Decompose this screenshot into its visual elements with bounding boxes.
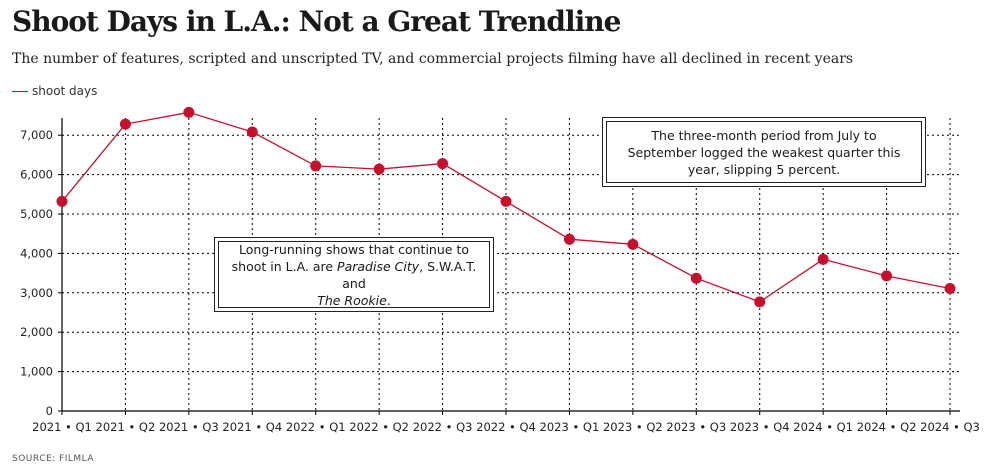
annotation-text-part: , S.W.A.T. and	[342, 258, 477, 291]
legend-swatch	[12, 90, 28, 92]
annotation-text-right: The three-month period from July to Sept…	[606, 121, 922, 183]
x-tick-label: 2021 • Q2	[96, 420, 156, 434]
legend: shoot days	[12, 84, 97, 98]
show-title-paradise-city: Paradise City	[337, 258, 420, 274]
x-tick-label: 2024 • Q1	[793, 420, 853, 434]
y-tick-label: 4,000	[20, 246, 53, 260]
x-tick-label: 2023 • Q1	[540, 420, 600, 434]
y-tick-label: 6,000	[20, 168, 53, 182]
data-point	[246, 126, 258, 138]
data-point	[944, 282, 956, 294]
source-note: SOURCE: FILMLA	[12, 454, 95, 464]
annotation-box-left: Long-running shows that continue to shoo…	[214, 237, 494, 312]
series-points	[56, 106, 956, 308]
x-tick-label: 2023 • Q3	[666, 420, 726, 434]
data-point	[119, 118, 131, 130]
x-tick-label: 2023 • Q4	[730, 420, 790, 434]
show-title-the-rookie: The Rookie	[317, 292, 387, 308]
y-tick-label: 7,000	[20, 128, 53, 142]
data-point	[754, 296, 766, 308]
x-tick-label: 2022 • Q4	[476, 420, 536, 434]
data-point	[817, 253, 829, 265]
y-tick-label: 0	[46, 404, 53, 418]
annotation-text-part: .	[386, 292, 391, 308]
y-tick-label: 3,000	[20, 286, 53, 300]
x-tick-label: 2022 • Q3	[413, 420, 473, 434]
x-tick-label: 2021 • Q1	[32, 420, 92, 434]
legend-label: shoot days	[32, 84, 98, 98]
x-tick-label: 2021 • Q3	[159, 420, 219, 434]
data-point	[310, 160, 322, 172]
data-point	[563, 233, 575, 245]
data-point	[373, 163, 385, 175]
annotation-text-left: Long-running shows that continue to shoo…	[218, 241, 490, 308]
chart-title: Shoot Days in L.A.: Not a Great Trendlin…	[12, 5, 621, 38]
x-tick-label: 2022 • Q2	[349, 420, 409, 434]
data-point	[183, 106, 195, 118]
y-tick-label: 5,000	[20, 207, 53, 221]
annotation-box-right: The three-month period from July to Sept…	[602, 117, 926, 187]
data-point	[881, 270, 893, 282]
chart-subtitle: The number of features, scripted and uns…	[12, 51, 854, 67]
x-tick-label: 2021 • Q4	[222, 420, 282, 434]
x-tick-label: 2024 • Q3	[920, 420, 980, 434]
data-point	[500, 195, 512, 207]
x-tick-label: 2022 • Q1	[286, 420, 346, 434]
x-tick-label: 2023 • Q2	[603, 420, 663, 434]
annotation-text-part: Long-running shows that continue to shoo…	[231, 241, 469, 274]
axes	[58, 118, 960, 415]
x-tick-label: 2024 • Q2	[857, 420, 917, 434]
y-tick-label: 1,000	[20, 365, 53, 379]
tick-labels: 0 1,000 2,000 3,000 4,000 5,000 6,000 7,000 2021…	[20, 128, 980, 434]
data-point	[627, 238, 639, 250]
y-tick-label: 2,000	[20, 325, 53, 339]
data-point	[690, 272, 702, 284]
data-point	[56, 195, 68, 207]
data-point	[437, 158, 449, 170]
